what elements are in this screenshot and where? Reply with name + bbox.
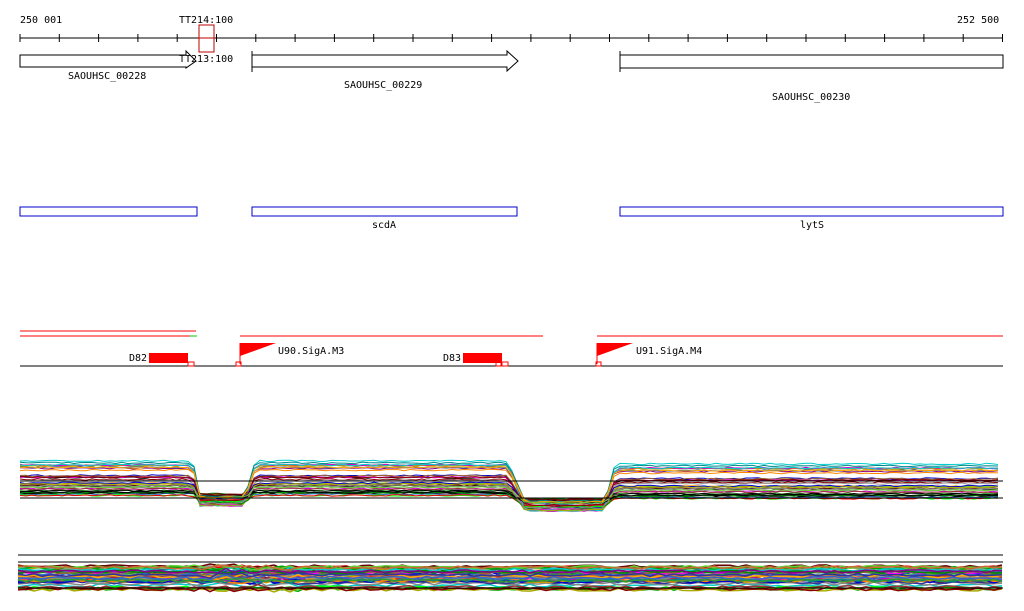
terminator-label-bottom: TT213:100 [179,54,233,65]
u90-label: U90.SigA.M3 [278,346,344,357]
ruler-start-label: 250 001 [20,15,62,26]
gene-label: SAOUHSC_00229 [344,80,422,91]
gene-label: SAOUHSC_00230 [772,92,850,103]
expression-series [17,576,1003,584]
expression-heat-track [17,554,1003,593]
expression-series [17,567,1003,574]
expression-series [17,566,1003,574]
gene-arrow-00229[interactable] [251,49,519,73]
gene-label: SAOUHSC_00228 [68,71,146,82]
expression-series [17,572,1003,580]
expression-profile-track [19,459,1003,513]
expression-series [19,459,999,505]
d82-block[interactable] [149,353,188,363]
expression-series [19,468,999,504]
expression-series [20,482,999,512]
expression-series [19,461,999,502]
ruler[interactable] [19,34,1003,42]
annotation-box-scdA[interactable] [251,206,518,217]
promoter-flag-u91[interactable] [597,343,633,356]
expression-series [19,466,999,503]
expression-series [17,564,1003,571]
expression-series [19,484,999,510]
expression-series [19,481,999,505]
expression-series [20,485,999,504]
annotation-label: lytS [800,220,824,231]
ruler-end-label: 252 500 [957,15,999,26]
gene-arrow-00228[interactable] [19,49,197,69]
annotation-box[interactable] [19,206,198,217]
expression-series [17,581,1003,589]
promoter-flag-u90[interactable] [240,343,276,356]
d83-label: D83 [443,353,461,364]
u91-label: U91.SigA.M4 [636,346,702,357]
expression-series [19,489,999,502]
expression-series [17,574,1003,581]
d82-label: D82 [129,353,147,364]
expression-series [19,474,999,507]
expression-series [19,491,999,510]
expression-series [17,577,1003,583]
annotation-label: scdA [372,220,396,231]
feature-track: D82 D83 U90.SigA.M3 U91.SigA.M4 [20,330,1003,367]
expression-series [19,478,999,501]
terminator-label-top: TT214:100 [179,15,233,26]
d83-block[interactable] [463,353,502,363]
annotation-box-lytS[interactable] [619,206,1004,217]
expression-series [17,579,1003,587]
expression-series [19,490,999,504]
gene-box-00230[interactable] [619,51,1004,72]
